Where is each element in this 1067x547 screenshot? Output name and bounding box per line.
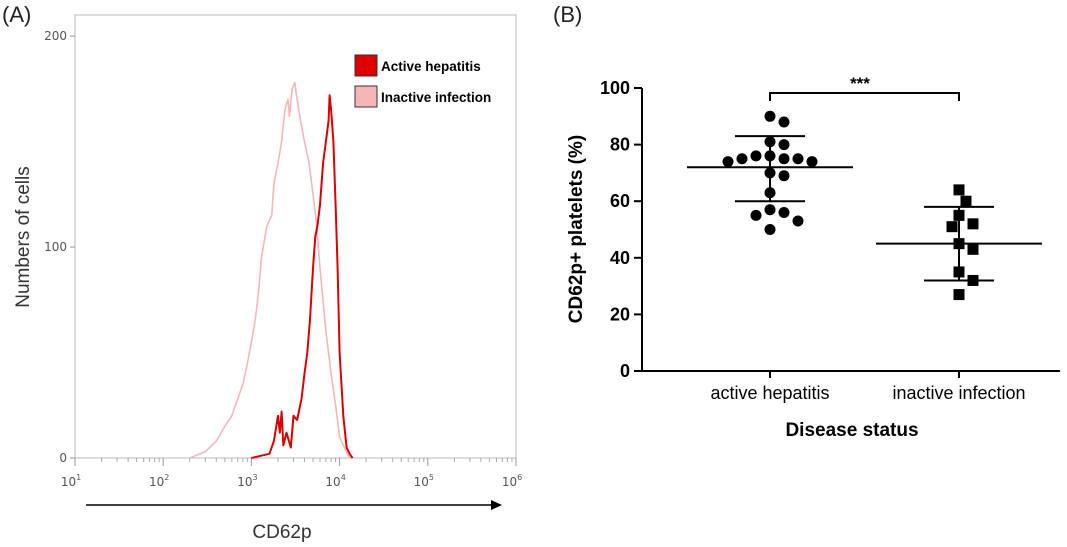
histogram-x-tick-label: 101	[61, 473, 81, 489]
panel-b-label: (B)	[553, 2, 582, 27]
histogram-x-tick-label: 102	[149, 473, 169, 489]
dotplot-x-axis-label: Disease status	[785, 420, 918, 441]
data-point-active-hepatitis	[778, 153, 790, 165]
histogram-legend: Active hepatitis Inactive infection	[354, 54, 491, 108]
data-point-inactive-infection	[953, 289, 965, 301]
data-point-active-hepatitis	[750, 150, 762, 162]
data-point-active-hepatitis	[778, 139, 790, 151]
data-point-active-hepatitis	[792, 215, 804, 227]
data-point-inactive-infection	[967, 243, 979, 255]
data-point-active-hepatitis	[764, 167, 776, 179]
dotplot-y-tick-label: 0	[620, 361, 630, 381]
legend-swatch-inactive	[354, 85, 378, 108]
dotplot-category-label: active hepatitis	[710, 383, 829, 403]
data-point-active-hepatitis	[778, 116, 790, 128]
histogram-panel: 0 100 200 101 102 103 104 105 106 Active hepatit…	[13, 14, 522, 543]
data-point-active-hepatitis	[764, 150, 776, 162]
histogram-x-tick-label: 104	[325, 473, 345, 489]
dotplot-y-tick-label: 60	[610, 191, 630, 211]
histogram-y-tick-label: 200	[44, 29, 67, 43]
data-point-active-hepatitis	[722, 156, 734, 168]
histogram-x-tick-label: 103	[237, 473, 257, 489]
data-point-inactive-infection	[946, 221, 958, 233]
histogram-x-tick-label: 106	[502, 473, 522, 489]
data-point-inactive-infection	[960, 195, 972, 207]
significance-bracket	[769, 92, 960, 101]
data-point-active-hepatitis	[806, 156, 818, 168]
histogram-frame	[74, 14, 517, 459]
data-point-active-hepatitis	[792, 153, 804, 165]
dotplot-y-tick-label: 40	[610, 248, 630, 268]
histogram-x-arrowhead	[491, 500, 502, 510]
histogram-y-tick-label: 0	[59, 451, 67, 465]
dotplot-panel: 0 20 40 60 80 100 active hepatitis inactive inf…	[566, 74, 1060, 441]
histogram-y-axis-label: Numbers of cells	[13, 166, 34, 308]
data-point-inactive-infection	[953, 238, 965, 250]
series-inactive-infection	[189, 81, 351, 459]
histogram-series	[189, 81, 354, 459]
legend-label-active: Active hepatitis	[381, 59, 481, 74]
panel-a-label: (A)	[2, 2, 31, 27]
data-point-inactive-infection	[953, 266, 965, 278]
dotplot-y-tick-label: 80	[610, 135, 630, 155]
data-point-active-hepatitis	[736, 153, 748, 165]
histogram-ticks: 0 100 200 101 102 103 104 105 106	[44, 29, 522, 489]
data-point-active-hepatitis	[778, 170, 790, 182]
series-active-hepatitis	[251, 94, 354, 459]
data-point-active-hepatitis	[764, 204, 776, 216]
dotplot-points	[722, 110, 979, 301]
data-point-inactive-infection	[953, 184, 965, 196]
histogram-y-tick-label: 100	[44, 240, 67, 254]
dotplot-ticks: 0 20 40 60 80 100 active hepatitis inactive inf…	[600, 78, 1026, 403]
data-point-active-hepatitis	[750, 209, 762, 221]
significance-label: ***	[850, 74, 870, 93]
legend-swatch-active	[354, 54, 378, 77]
histogram-x-tick-label: 105	[414, 473, 434, 489]
data-point-active-hepatitis	[778, 207, 790, 219]
data-point-inactive-infection	[967, 274, 979, 286]
dotplot-y-tick-label: 20	[610, 304, 630, 324]
dotplot-y-axis-label: CD62p+ platelets (%)	[566, 135, 587, 323]
data-point-inactive-infection	[953, 209, 965, 221]
legend-label-inactive: Inactive infection	[381, 90, 491, 105]
histogram-x-axis-label: CD62p	[252, 522, 311, 543]
dotplot-y-tick-label: 100	[600, 78, 630, 98]
data-point-inactive-infection	[967, 218, 979, 230]
data-point-active-hepatitis	[764, 187, 776, 199]
data-point-active-hepatitis	[764, 224, 776, 235]
data-point-active-hepatitis	[764, 136, 776, 148]
dotplot-category-label: inactive infection	[892, 383, 1025, 403]
data-point-active-hepatitis	[764, 110, 776, 122]
